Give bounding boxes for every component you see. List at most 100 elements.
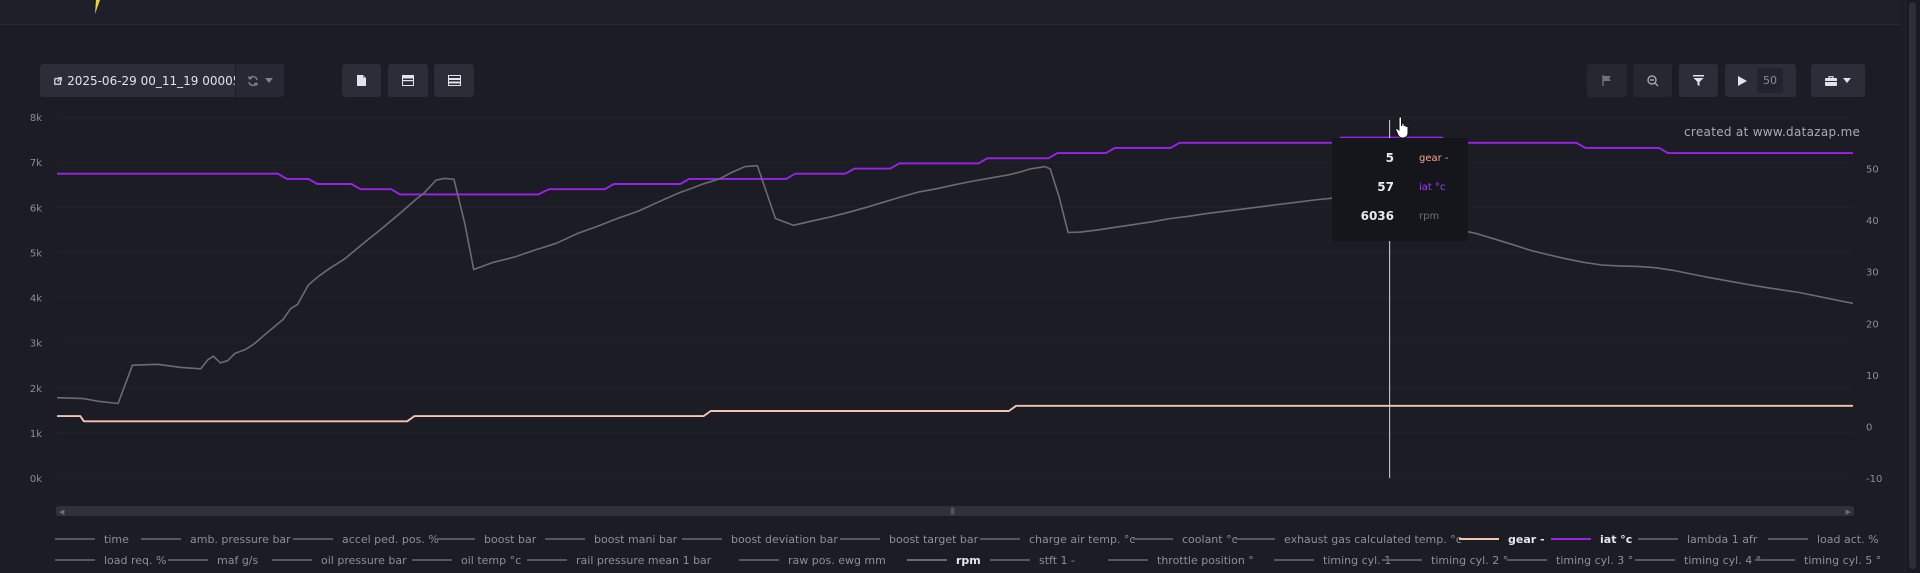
legend-swatch	[168, 559, 208, 561]
caret-down-icon	[265, 78, 273, 83]
legend-swatch	[739, 559, 779, 561]
legend-item[interactable]: charge air temp. °c	[980, 531, 1135, 547]
page-scrollbar[interactable]	[1905, 0, 1920, 573]
legend-item[interactable]: throttle position °	[1108, 552, 1254, 568]
legend-item[interactable]: timing cyl. 1	[1274, 552, 1391, 568]
legend-swatch	[990, 559, 1030, 561]
legend-item[interactable]: rail pressure mean 1 bar	[527, 552, 711, 568]
y-right-tick-label: 20	[1866, 319, 1879, 330]
legend-item[interactable]: gear -	[1459, 531, 1545, 547]
log-chart[interactable]: 0k 1k 2k 3k 4k 5k 6k 7k 8k -10 0 10 20 30 40 50	[0, 0, 1900, 500]
tooltip-value: 57	[1377, 180, 1394, 194]
legend-label: rpm	[956, 553, 981, 567]
multi-panel-layout-button[interactable]	[434, 64, 474, 97]
y-right-tick-label: 30	[1866, 268, 1879, 279]
legend-label: charge air temp. °c	[1029, 532, 1136, 546]
toolbox-dropdown-button[interactable]	[1811, 64, 1865, 97]
legend-label: coolant °c	[1182, 532, 1238, 546]
legend-label: load req. %	[104, 553, 167, 567]
legend-swatch	[1459, 538, 1499, 540]
legend-row-1: time amb. pressure bar accel ped. pos. % bo…	[55, 531, 1885, 547]
tooltip-row-iat: 57 iat °c	[1332, 178, 1468, 198]
legend-item[interactable]: raw pos. ewg mm	[739, 552, 886, 568]
tooltip-row-rpm: 6036 rpm	[1332, 207, 1468, 227]
toolbox-icon	[1825, 75, 1837, 86]
file-selector-button[interactable]: 2025-06-29 00_11_19 00005D554...	[40, 64, 284, 97]
legend-item[interactable]: time	[55, 531, 129, 547]
legend-item[interactable]: amb. pressure bar	[141, 531, 291, 547]
legend-item[interactable]: timing cyl. 5 °	[1755, 552, 1881, 568]
y-left-tick-label: 8k	[30, 113, 42, 124]
legend-swatch	[1635, 559, 1675, 561]
legend-swatch	[1382, 559, 1422, 561]
y-left-tick-label: 0k	[30, 474, 42, 485]
scroll-right-icon[interactable]: ▶	[1845, 508, 1851, 516]
file-name: 2025-06-29 00_11_19 00005D554...	[67, 73, 284, 88]
legend-item[interactable]: iat °c	[1551, 531, 1632, 547]
legend-item[interactable]: boost target bar	[840, 531, 978, 547]
scroll-grip-icon[interactable]: |||	[950, 507, 955, 515]
legend-swatch	[545, 538, 585, 540]
legend-swatch	[412, 559, 452, 561]
zoom-out-icon	[1646, 74, 1658, 86]
playback-group: 50	[1725, 64, 1796, 97]
hand-cursor-icon	[1395, 116, 1409, 139]
legend-label: accel ped. pos. %	[342, 532, 439, 546]
legend-label: stft 1 -	[1039, 553, 1075, 567]
legend-item[interactable]: boost bar	[435, 531, 536, 547]
legend-item[interactable]: coolant °c	[1133, 531, 1238, 547]
legend-swatch	[1108, 559, 1148, 561]
legend-item[interactable]: exhaust gas calculated temp. °c	[1235, 531, 1462, 547]
legend-swatch	[1235, 538, 1275, 540]
legend-item[interactable]: load req. %	[55, 552, 166, 568]
playback-speed-input[interactable]: 50	[1757, 68, 1783, 93]
legend-item[interactable]: boost mani bar	[545, 531, 677, 547]
legend-item[interactable]: oil temp °c	[412, 552, 521, 568]
scroll-left-icon[interactable]: ◀	[59, 508, 65, 516]
legend-item[interactable]: timing cyl. 3 °	[1507, 552, 1633, 568]
legend-item[interactable]: boost deviation bar	[682, 531, 838, 547]
stacked-layout-icon	[447, 75, 461, 86]
page-scrollbar-thumb[interactable]	[1909, 2, 1916, 569]
legend-label: boost mani bar	[594, 532, 678, 546]
legend-swatch	[527, 559, 567, 561]
top-bar	[0, 0, 1900, 25]
flag-button[interactable]	[1587, 64, 1627, 97]
y-left-tick-label: 1k	[30, 429, 42, 440]
series-line-gear	[57, 404, 1853, 423]
flag-icon	[1602, 75, 1611, 86]
filter-button[interactable]	[1679, 64, 1718, 97]
timeline-scrollbar[interactable]: ◀ ||| ▶	[56, 506, 1854, 516]
reload-dropdown-button[interactable]	[235, 64, 284, 97]
legend-swatch	[907, 559, 947, 561]
play-icon[interactable]	[1738, 75, 1747, 86]
legend-item[interactable]: maf g/s	[168, 552, 258, 568]
legend-swatch	[1768, 538, 1808, 540]
external-link-icon	[54, 76, 62, 85]
legend-item[interactable]: load act. %	[1768, 531, 1879, 547]
legend-swatch	[55, 538, 95, 540]
legend-item[interactable]: oil pressure bar	[272, 552, 407, 568]
series-line-rpm	[56, 164, 1854, 405]
legend-item[interactable]: rpm	[907, 552, 981, 568]
legend-label: timing cyl. 2 °	[1431, 553, 1509, 567]
legend-label: timing cyl. 3 °	[1556, 553, 1634, 567]
tooltip-series-name: iat °c	[1419, 182, 1446, 193]
legend-item[interactable]: lambda 1 afr	[1638, 531, 1757, 547]
legend-swatch	[1551, 538, 1591, 540]
refresh-icon	[247, 75, 259, 86]
single-panel-layout-button[interactable]	[388, 64, 428, 97]
tooltip-value: 6036	[1360, 209, 1394, 223]
legend-item[interactable]: accel ped. pos. %	[293, 531, 439, 547]
legend-swatch	[55, 559, 95, 561]
tooltip-value: 5	[1385, 151, 1394, 165]
credit-watermark: created at www.datazap.me	[1684, 125, 1861, 139]
logo-spark-icon	[95, 0, 100, 14]
y-left-tick-label: 6k	[30, 203, 42, 214]
legend-item[interactable]: stft 1 -	[990, 552, 1075, 568]
document-button[interactable]	[342, 64, 381, 97]
series-line-iat	[57, 136, 1853, 196]
zoom-out-button[interactable]	[1633, 64, 1672, 97]
legend-item[interactable]: timing cyl. 4 °	[1635, 552, 1761, 568]
legend-item[interactable]: timing cyl. 2 °	[1382, 552, 1508, 568]
